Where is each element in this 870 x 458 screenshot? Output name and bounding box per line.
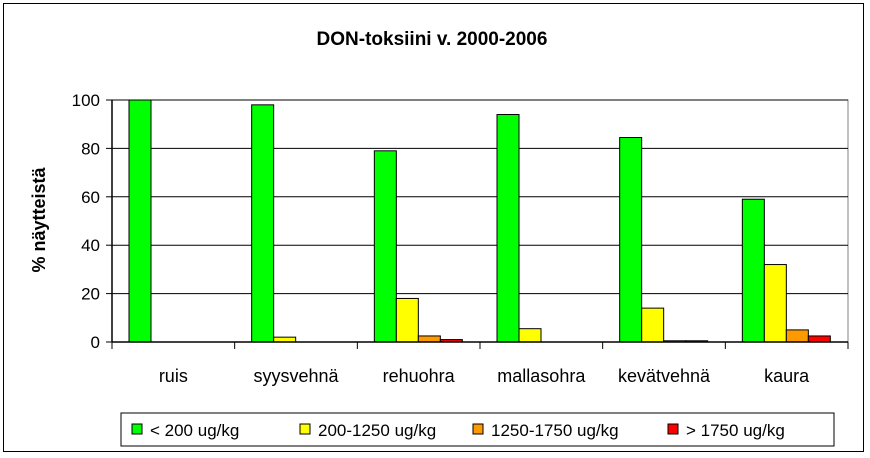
legend-label: 1250-1750 ug/kg [491,421,619,440]
x-tick-label: rehuohra [383,366,456,386]
bar [785,329,809,343]
y-tick-label: 20 [81,285,100,304]
y-tick-label: 80 [81,139,100,158]
y-tick-label: 60 [81,188,100,207]
legend-swatch [131,423,143,435]
y-tick-label: 0 [91,333,100,352]
legend-label: 200-1250 ug/kg [318,421,436,440]
legend-swatch [472,423,484,435]
x-tick-label: kaura [764,366,810,386]
x-tick-label: ruis [159,366,188,386]
y-axis-label: % näytteistä [29,166,49,272]
bar-chart: DON-toksiini v. 2000-2006 % näytteistä 0… [29,29,849,447]
y-tick-label: 100 [72,91,100,110]
axes [106,99,849,349]
bar [807,335,831,343]
chart-frame: DON-toksiini v. 2000-2006 % näytteistä 0… [3,3,864,452]
bar [373,150,397,343]
x-tick-labels: ruis syysvehnä rehuohra mallasohra kevätvehn… [159,366,810,386]
bar [763,264,787,343]
legend-swatch [667,423,679,435]
bar [496,114,520,343]
y-tick-label: 40 [81,236,100,255]
bar [619,137,643,343]
plot-area [111,99,849,343]
gridlines [111,99,849,343]
bar [395,297,419,343]
bar [518,328,542,343]
legend-label: < 200 ug/kg [150,421,239,440]
x-tick-label: mallasohra [497,366,586,386]
x-tick-label: syysvehnä [253,366,339,386]
bar [741,198,765,343]
x-tick-label: kevätvehnä [618,366,711,386]
bar [128,99,152,343]
legend-swatch [299,423,311,435]
legend-label: > 1750 ug/kg [686,421,785,440]
bar [417,335,441,343]
chart-title: DON-toksiini v. 2000-2006 [317,29,548,50]
bar [251,104,275,343]
legend: < 200 ug/kg 200-1250 ug/kg 1250-1750 ug/kg… [120,412,835,447]
bar [641,307,665,343]
bars [128,99,831,343]
y-tick-labels: 0 20 40 60 80 100 [72,91,100,352]
